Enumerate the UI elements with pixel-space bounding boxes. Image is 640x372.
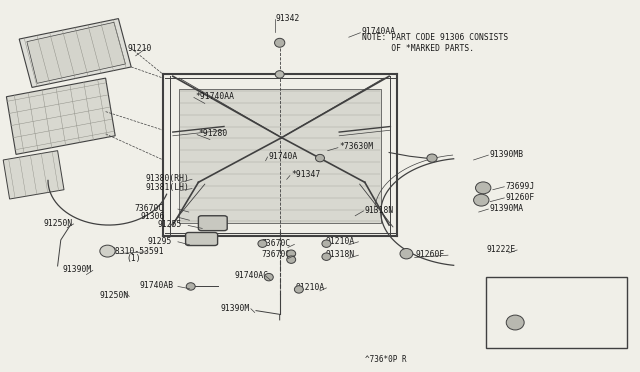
Ellipse shape	[294, 286, 303, 293]
Text: 91250N: 91250N	[44, 219, 73, 228]
Text: 91260F: 91260F	[506, 193, 535, 202]
Text: OF *MARKED PARTS.: OF *MARKED PARTS.	[362, 44, 474, 53]
Text: (1): (1)	[126, 254, 141, 263]
Text: *73630M: *73630M	[339, 142, 373, 151]
Polygon shape	[27, 22, 125, 83]
Text: 91210A: 91210A	[296, 283, 325, 292]
Text: 91740A: 91740A	[269, 152, 298, 161]
Ellipse shape	[186, 283, 195, 290]
Polygon shape	[179, 89, 381, 223]
Text: 91390MB: 91390MB	[490, 150, 524, 159]
Ellipse shape	[474, 194, 489, 206]
Text: 91380E: 91380E	[560, 318, 590, 327]
Ellipse shape	[506, 315, 524, 330]
Text: 91390M: 91390M	[221, 304, 250, 312]
Bar	[486, 277, 627, 348]
Ellipse shape	[322, 253, 331, 260]
Ellipse shape	[264, 273, 273, 281]
Text: 91210A: 91210A	[325, 237, 355, 246]
Text: 91390M: 91390M	[63, 265, 92, 274]
Ellipse shape	[275, 71, 284, 78]
Text: S: S	[105, 248, 110, 254]
FancyBboxPatch shape	[198, 216, 227, 231]
Ellipse shape	[205, 217, 221, 230]
Text: 91260F: 91260F	[416, 250, 445, 259]
Polygon shape	[6, 78, 115, 154]
Ellipse shape	[258, 240, 267, 247]
Text: 91250N: 91250N	[99, 291, 129, 300]
Ellipse shape	[427, 154, 437, 162]
Text: 91381(LH): 91381(LH)	[146, 183, 190, 192]
Ellipse shape	[322, 240, 331, 247]
Polygon shape	[3, 151, 64, 199]
Text: 73670C: 73670C	[261, 250, 291, 259]
Text: 73670C: 73670C	[261, 239, 291, 248]
Text: 91740AA: 91740AA	[362, 27, 396, 36]
Text: 91380(RH): 91380(RH)	[146, 174, 190, 183]
Ellipse shape	[275, 38, 285, 47]
Ellipse shape	[287, 256, 296, 263]
Polygon shape	[19, 19, 131, 87]
Ellipse shape	[316, 154, 324, 162]
Text: *91347: *91347	[291, 170, 321, 179]
Text: 91390MA: 91390MA	[490, 204, 524, 213]
Ellipse shape	[476, 182, 491, 194]
Text: 91318N: 91318N	[325, 250, 355, 259]
Text: NOTE: PART CODE 91306 CONSISTS: NOTE: PART CODE 91306 CONSISTS	[362, 33, 508, 42]
Text: ^736*0P R: ^736*0P R	[365, 355, 406, 364]
Text: *91280: *91280	[198, 129, 228, 138]
Text: 73670C: 73670C	[134, 204, 164, 213]
Text: 73699J: 73699J	[506, 182, 535, 190]
Ellipse shape	[400, 248, 413, 259]
Text: 91210: 91210	[128, 44, 152, 53]
Text: 91342: 91342	[275, 14, 300, 23]
Ellipse shape	[287, 250, 296, 257]
Text: 08310-53591: 08310-53591	[111, 247, 164, 256]
Text: 91740AB: 91740AB	[140, 281, 173, 290]
Text: 91255: 91255	[157, 220, 182, 229]
Text: 91306: 91306	[141, 212, 165, 221]
Text: 91740AC: 91740AC	[235, 271, 269, 280]
Text: 91318N: 91318N	[365, 206, 394, 215]
Text: STDROOF: STDROOF	[496, 283, 534, 292]
Text: *91740AA: *91740AA	[195, 92, 234, 101]
FancyBboxPatch shape	[186, 232, 218, 246]
Text: 91222E: 91222E	[486, 245, 516, 254]
Ellipse shape	[100, 245, 115, 257]
Text: 91295: 91295	[147, 237, 172, 246]
